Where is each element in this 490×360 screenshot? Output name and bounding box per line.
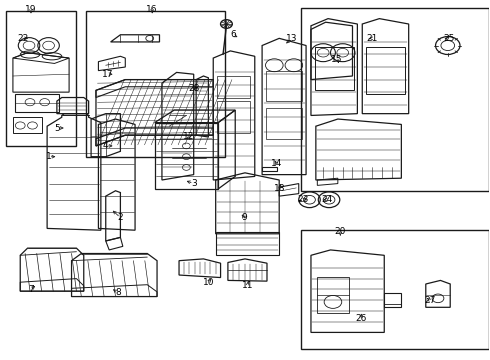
Text: 19: 19 [25,5,37,14]
Bar [266,108,302,139]
Text: 1: 1 [46,152,51,161]
Text: 23: 23 [297,195,308,204]
Text: 24: 24 [321,195,333,204]
Bar [266,71,302,101]
Text: 27: 27 [424,296,436,305]
Bar [366,47,405,94]
Bar [5,12,76,146]
Text: 17: 17 [101,70,113,79]
Text: 10: 10 [202,278,214,287]
Text: 3: 3 [191,179,196,188]
Bar [217,76,250,98]
Text: 13: 13 [286,34,297,43]
Bar [301,8,490,191]
Text: 11: 11 [242,281,253,290]
Text: 15: 15 [331,55,343,64]
Text: 18: 18 [274,184,286,193]
Bar [318,277,349,313]
Text: 14: 14 [271,159,282,168]
Bar [301,230,490,348]
Text: 9: 9 [241,213,247,222]
Bar [315,47,354,90]
Bar [86,12,225,157]
Text: 2: 2 [118,213,123,222]
Text: 25: 25 [443,34,455,43]
Text: 20: 20 [335,228,346,237]
Text: 8: 8 [115,288,121,297]
Text: 4: 4 [103,141,109,150]
Text: 22: 22 [17,34,28,43]
Text: 16: 16 [147,5,158,14]
Text: 6: 6 [230,30,236,39]
Text: 5: 5 [54,123,60,132]
Text: 26: 26 [356,314,367,323]
Text: 28: 28 [188,84,199,93]
Text: 21: 21 [367,34,378,43]
Text: 12: 12 [183,132,195,141]
Bar [217,101,250,134]
Text: 7: 7 [28,285,34,294]
